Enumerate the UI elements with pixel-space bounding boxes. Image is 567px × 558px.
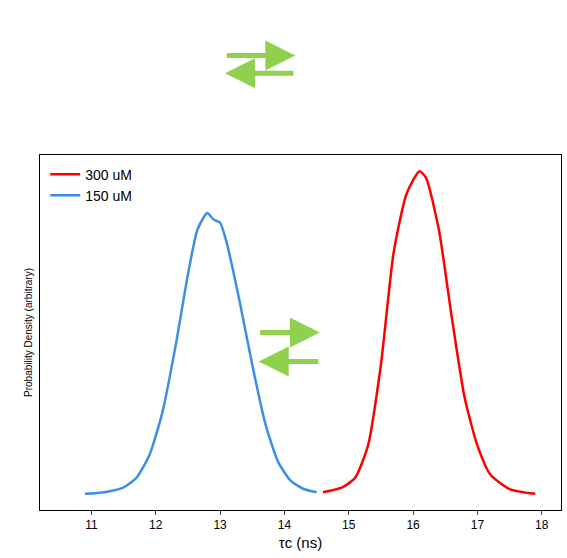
svg-text:τc (ns): τc (ns) [279,534,322,551]
svg-text:12: 12 [149,518,163,532]
svg-text:Probability Density (arbitrary: Probability Density (arbitrary) [23,268,34,397]
svg-text:150 uM: 150 uM [85,188,132,204]
svg-text:16: 16 [406,518,420,532]
svg-text:17: 17 [471,518,485,532]
svg-text:300 uM: 300 uM [85,167,132,183]
svg-text:18: 18 [535,518,549,532]
svg-text:15: 15 [342,518,356,532]
svg-text:11: 11 [85,518,98,532]
svg-text:13: 13 [213,518,227,532]
svg-text:14: 14 [278,518,292,532]
